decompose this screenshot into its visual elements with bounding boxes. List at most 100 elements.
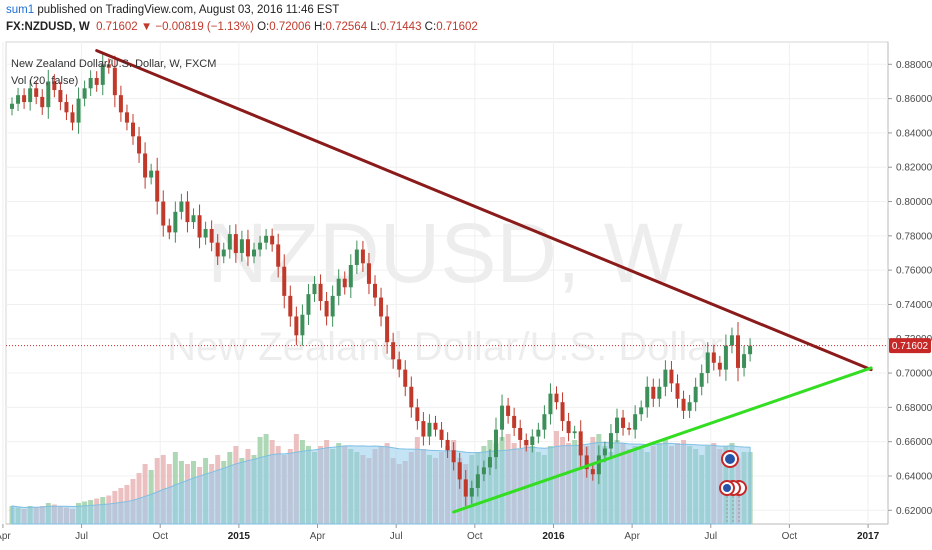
candle-body [621,417,626,428]
candle-body [173,211,178,233]
candle-body [258,242,263,250]
candle-body [651,386,656,399]
flag-icon [723,484,731,492]
candle-body [433,422,438,430]
candle-body [179,201,184,212]
time-tick-label: 2017 [857,531,880,542]
time-tick-label: Apr [310,531,326,542]
candle-body [584,455,589,470]
candle-body [657,386,662,399]
candle-body [366,263,371,284]
candle-body [675,383,680,399]
candle-body [167,225,172,233]
candle-body [475,474,480,488]
candle-body [748,345,753,355]
candle-body [500,405,505,430]
time-tick-label: Oct [782,531,798,542]
low-value: 0.71443 [379,21,422,33]
candle-body [342,278,347,288]
candles [10,54,753,506]
time-tick-label: 2015 [228,531,251,542]
candle-body [548,393,553,415]
candle-body [530,436,535,446]
time-tick-label: 2016 [542,531,565,542]
candle-body [318,283,323,302]
close-value: 0.71602 [436,21,478,33]
candle-body [687,402,692,411]
volume-ma [11,441,751,525]
candle-body [118,95,123,113]
candle-body [360,249,365,264]
candle-body [451,450,456,463]
price-tick-label: 0.62000 [896,506,932,517]
event-markers[interactable] [719,450,747,524]
volume-bar [142,464,148,524]
candle-body [149,170,154,178]
candle-body [536,429,541,437]
candle-body [421,421,426,437]
candle-body [288,295,293,317]
price-tick-label: 0.82000 [896,163,932,174]
candle-body [705,352,710,374]
candle-body [252,249,256,257]
candle-body [336,278,341,296]
candle-body [264,235,269,243]
price-tick-label: 0.66000 [896,437,932,448]
candle-body [602,448,607,456]
candle-body [100,64,105,85]
last-price: 0.71602 [96,21,138,33]
candle-body [379,297,384,317]
candle-body [276,244,281,267]
price-tag-text: 0.71602 [892,341,929,352]
candle-body [681,398,686,411]
candle-body [427,422,432,437]
candle-body [481,467,486,475]
candle-body [52,81,57,91]
candle-body [203,228,208,238]
candle-body [736,335,740,368]
candle-body [645,386,650,408]
candle-body [64,102,69,113]
candle-body [209,228,214,243]
high-label: H: [310,21,326,33]
candle-body [403,369,408,387]
price-tick-label: 0.78000 [896,231,932,242]
publish-line: sum1 published on TradingView.com, Augus… [6,4,339,16]
candle-body [663,369,668,387]
candle-body [270,235,275,245]
candle-body [566,421,571,434]
candle-body [124,112,129,123]
watermark: NZDUSD, W New Zealand Dollar/U.S. Dollar [167,206,723,369]
time-tick-label: Oct [467,531,483,542]
candle-body [445,439,450,451]
candle-body [70,112,75,123]
candle-body [572,431,577,434]
candle-body [191,215,196,223]
symbol-label[interactable]: FX:NZDUSD, W [6,21,90,33]
candle-body [633,414,638,430]
candle-body [409,386,414,408]
candle-body [16,95,21,104]
price-change: ▼ −0.00819 (−1.13%) [140,21,254,33]
watermark-name: New Zealand Dollar/U.S. Dollar [167,325,723,369]
resistance-trendline [95,49,873,372]
watermark-symbol: NZDUSD, W [207,206,683,300]
candle-body [245,239,250,257]
candle-body [385,316,390,343]
candle-body [693,386,698,403]
candle-body [487,457,492,468]
candle-body [578,431,583,456]
candle-body [46,81,51,108]
trendlines[interactable] [95,49,873,514]
candle-body [227,234,232,250]
candle-body [76,98,81,123]
candle-body [554,393,559,403]
price-tick-label: 0.84000 [896,128,932,139]
candle-body [590,469,595,475]
candle-body [494,429,498,458]
candle-body [40,96,45,108]
candle-body [155,170,160,202]
username-link[interactable]: sum1 [6,4,35,16]
